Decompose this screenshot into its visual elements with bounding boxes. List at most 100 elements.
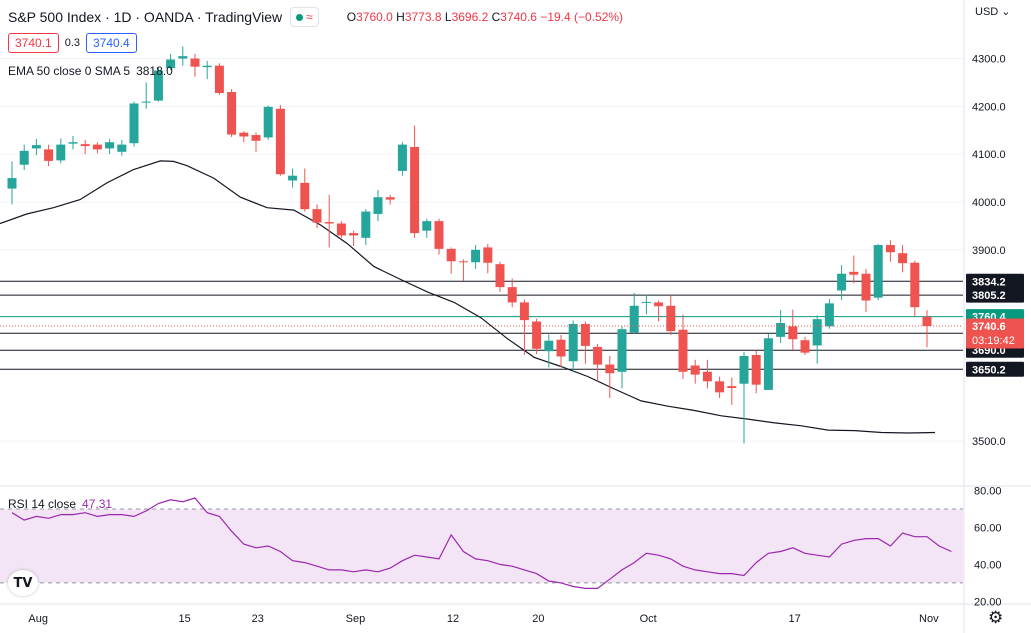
candle-down[interactable] — [275, 108, 285, 175]
symbol-title[interactable]: S&P 500 Index · 1D · OANDA · TradingView — [8, 9, 283, 25]
candle-up[interactable] — [837, 273, 847, 291]
candle-up[interactable] — [873, 245, 883, 298]
rsi-tick-label: 60.00 — [974, 523, 1002, 535]
ohlc-values: O3760.0 H3773.8 L3696.2 C3740.6 −19.4 (−… — [347, 10, 623, 24]
candle-down[interactable] — [849, 271, 859, 275]
candle-down[interactable] — [458, 261, 468, 263]
candle-down[interactable] — [312, 209, 322, 223]
candle-up[interactable] — [202, 65, 212, 68]
candle-down[interactable] — [410, 147, 420, 234]
candle-up[interactable] — [263, 106, 273, 138]
rsi-tick-label: 80.00 — [974, 486, 1002, 498]
candle-down[interactable] — [800, 340, 810, 353]
candle-up[interactable] — [763, 338, 773, 390]
candle-down[interactable] — [434, 221, 444, 249]
sell-button[interactable]: 3740.1 — [8, 33, 59, 53]
candle-down[interactable] — [519, 302, 529, 321]
candle-up[interactable] — [812, 319, 822, 346]
candle-down[interactable] — [751, 355, 761, 385]
candle-down[interactable] — [190, 58, 200, 67]
change-value: −19.4 (−0.52%) — [540, 10, 624, 24]
candle-down[interactable] — [227, 92, 237, 135]
candle-down[interactable] — [715, 381, 725, 393]
candle-down[interactable] — [532, 321, 542, 349]
candle-up[interactable] — [471, 249, 481, 263]
candle-up[interactable] — [361, 211, 371, 238]
candle-up[interactable] — [31, 145, 41, 149]
time-tick-label: 23 — [252, 613, 264, 625]
candle-down[interactable] — [336, 223, 346, 236]
candle-up[interactable] — [129, 103, 139, 144]
level-label-bg — [966, 273, 1024, 289]
candle-up[interactable] — [19, 150, 29, 165]
candle-down[interactable] — [580, 323, 590, 346]
candle-down[interactable] — [385, 197, 395, 200]
rsi-legend-label: RSI 14 close — [8, 497, 77, 511]
candle-up[interactable] — [166, 59, 176, 69]
rsi-line — [11, 497, 952, 590]
candle-down[interactable] — [495, 264, 505, 288]
candle-down[interactable] — [214, 65, 224, 93]
candle-down[interactable] — [666, 305, 676, 332]
candle-down[interactable] — [556, 339, 566, 357]
candle-up[interactable] — [288, 175, 298, 181]
candle-down[interactable] — [654, 302, 664, 307]
level-label-bg — [966, 287, 1024, 303]
candle-down[interactable] — [922, 316, 932, 327]
candle-down[interactable] — [885, 245, 895, 253]
candle-up[interactable] — [178, 56, 188, 59]
candle-down[interactable] — [727, 386, 737, 389]
gear-icon[interactable]: ⚙ — [988, 608, 1004, 628]
close-label: C — [491, 10, 501, 24]
candle-up[interactable] — [373, 197, 383, 214]
rsi-legend[interactable]: RSI 14 close 47.31 — [8, 497, 112, 511]
candle-down[interactable] — [349, 233, 359, 236]
candle-up[interactable] — [7, 178, 17, 189]
candle-down[interactable] — [690, 365, 700, 375]
candle-up[interactable] — [397, 144, 407, 171]
candle-down[interactable] — [251, 135, 261, 141]
candle-up[interactable] — [117, 144, 127, 152]
market-status[interactable]: ≈ — [290, 7, 319, 27]
candle-down[interactable] — [324, 222, 334, 224]
candle-up[interactable] — [617, 329, 627, 372]
time-tick-label: Sep — [346, 613, 366, 625]
candle-down[interactable] — [483, 247, 493, 263]
candle-down[interactable] — [898, 253, 908, 264]
candle-up[interactable] — [544, 340, 554, 352]
candle-down[interactable] — [861, 273, 871, 301]
candle-down[interactable] — [507, 287, 517, 303]
open-value: 3760.0 — [356, 10, 393, 24]
candle-down[interactable] — [788, 326, 798, 340]
candle-up[interactable] — [629, 305, 639, 333]
candle-up[interactable] — [68, 142, 78, 144]
candle-down[interactable] — [910, 262, 920, 308]
tradingview-logo-icon[interactable]: TV — [8, 570, 38, 596]
candle-up[interactable] — [824, 303, 834, 327]
candle-up[interactable] — [568, 323, 578, 362]
candle-down[interactable] — [446, 248, 456, 262]
buy-button[interactable]: 3740.4 — [86, 33, 137, 53]
candle-up[interactable] — [56, 144, 66, 161]
candle-up[interactable] — [776, 322, 786, 337]
candle-up[interactable] — [105, 142, 115, 149]
ema-legend[interactable]: EMA 50 close 0 SMA 5 3818.0 — [8, 64, 173, 78]
candle-down[interactable] — [678, 329, 688, 372]
candle-down[interactable] — [80, 144, 90, 147]
candle-up[interactable] — [141, 101, 151, 103]
candle-down[interactable] — [702, 371, 712, 382]
candle-down[interactable] — [605, 364, 615, 374]
candle-down[interactable] — [92, 144, 102, 150]
candle-up[interactable] — [153, 70, 163, 101]
candle-up[interactable] — [641, 301, 651, 303]
rsi-tick-label: 40.00 — [974, 559, 1002, 571]
currency-selector[interactable]: USD ⌄ — [975, 5, 1011, 18]
candle-down[interactable] — [44, 149, 54, 161]
candle-down[interactable] — [593, 346, 603, 365]
time-tick-label: 15 — [178, 613, 190, 625]
candle-up[interactable] — [739, 355, 749, 384]
candle-down[interactable] — [239, 132, 249, 137]
candle-down[interactable] — [300, 182, 310, 210]
candle-up[interactable] — [422, 221, 432, 231]
